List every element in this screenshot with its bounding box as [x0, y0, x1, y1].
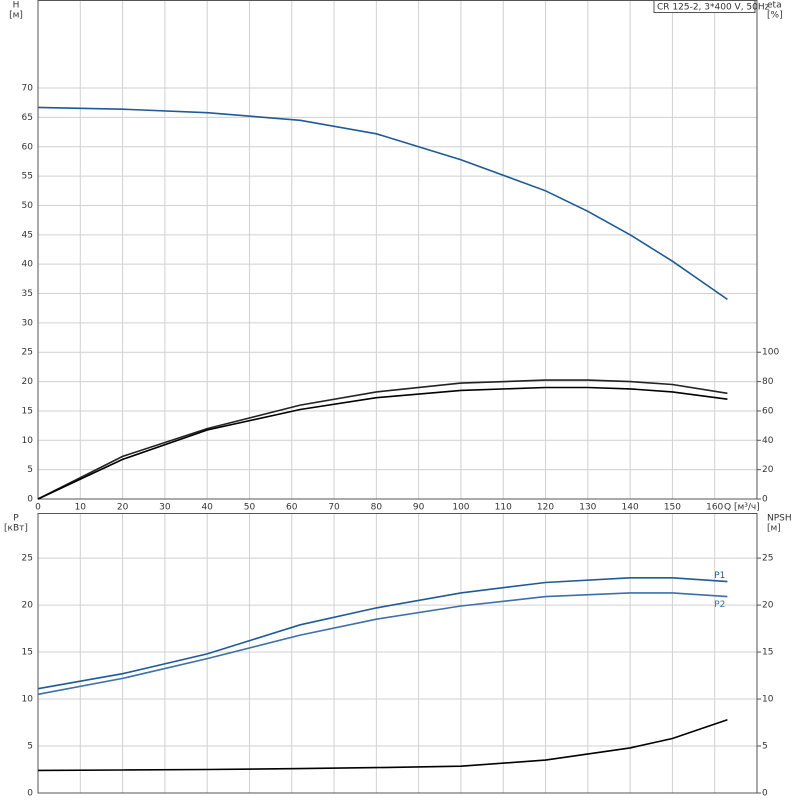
y2-axis-label: NPSH — [767, 514, 792, 524]
curve — [37, 106, 728, 301]
x-tick-label: 160 — [706, 503, 723, 513]
y-axis-label: P — [13, 514, 19, 524]
x-tick-label: 140 — [622, 503, 639, 513]
y-tick-label: 20 — [22, 377, 34, 387]
y-tick-label: 5 — [27, 742, 33, 752]
y-tick-label: 35 — [22, 289, 33, 299]
y-axis-label: H — [13, 1, 20, 11]
x-tick-label: 150 — [664, 503, 681, 513]
y2-axis-label: eta — [767, 1, 782, 11]
x-tick-label: 0 — [35, 503, 41, 513]
x-tick-label: 130 — [579, 503, 596, 513]
plot-frame — [37, 0, 758, 500]
y-tick-label: 10 — [22, 695, 34, 705]
y2-tick-label: 40 — [762, 436, 774, 446]
x-tick-label: 10 — [75, 503, 87, 513]
y-tick-label: 65 — [22, 113, 33, 123]
curve — [37, 386, 728, 500]
y-tick-label: 60 — [22, 142, 34, 152]
y-axis-unit: [кВт] — [4, 524, 28, 534]
y2-tick-label: 60 — [762, 406, 774, 416]
y2-axis-unit: [м] — [767, 524, 781, 534]
x-tick-label: 40 — [201, 503, 213, 513]
y-axis-unit: [м] — [9, 11, 23, 21]
y-tick-label: 0 — [27, 789, 33, 799]
y-tick-label: 0 — [27, 495, 33, 505]
curve — [37, 379, 728, 500]
y2-tick-label: 10 — [762, 695, 774, 705]
x-tick-label: 60 — [286, 503, 298, 513]
plot-frame — [37, 513, 758, 794]
x-tick-label: 110 — [495, 503, 512, 513]
y-tick-label: 15 — [22, 648, 33, 658]
x-tick-label: 120 — [537, 503, 554, 513]
x-tick-label: 70 — [328, 503, 340, 513]
y-tick-label: 25 — [22, 554, 33, 564]
y-tick-label: 55 — [22, 172, 33, 182]
title-box — [653, 0, 756, 13]
y2-tick-label: 25 — [762, 554, 773, 564]
y-tick-label: 30 — [22, 318, 34, 328]
curve — [37, 592, 728, 696]
x-tick-label: 50 — [244, 503, 256, 513]
y-tick-label: 50 — [22, 201, 34, 211]
x-tick-label: 80 — [371, 503, 383, 513]
y2-tick-label: 20 — [762, 601, 774, 611]
y-tick-label: 15 — [22, 406, 33, 416]
x-tick-label: 30 — [159, 503, 171, 513]
curve — [37, 577, 728, 690]
x-axis-label: Q [м³/ч] — [724, 503, 760, 513]
y2-tick-label: 100 — [762, 348, 779, 358]
y-tick-label: 45 — [22, 230, 33, 240]
y2-tick-label: 80 — [762, 377, 774, 387]
y2-tick-label: 20 — [762, 465, 774, 475]
x-tick-label: 20 — [117, 503, 129, 513]
x-tick-label: 90 — [413, 503, 425, 513]
y-tick-label: 5 — [27, 465, 33, 475]
y2-tick-label: 0 — [762, 789, 768, 799]
curve-label: P2 — [714, 600, 725, 610]
chart-title: CR 125-2, 3*400 V, 50Hz — [657, 3, 770, 13]
y2-axis-unit: [%] — [767, 11, 783, 21]
y-tick-label: 20 — [22, 601, 34, 611]
curve-label: P1 — [714, 571, 725, 581]
y2-tick-label: 5 — [762, 742, 768, 752]
y-tick-label: 10 — [22, 436, 34, 446]
y2-tick-label: 0 — [762, 495, 768, 505]
y-tick-label: 25 — [22, 348, 33, 358]
y2-tick-label: 15 — [762, 648, 773, 658]
y-tick-label: 70 — [22, 84, 34, 94]
curve — [37, 718, 728, 772]
x-tick-label: 100 — [452, 503, 469, 513]
y-tick-label: 40 — [22, 260, 34, 270]
